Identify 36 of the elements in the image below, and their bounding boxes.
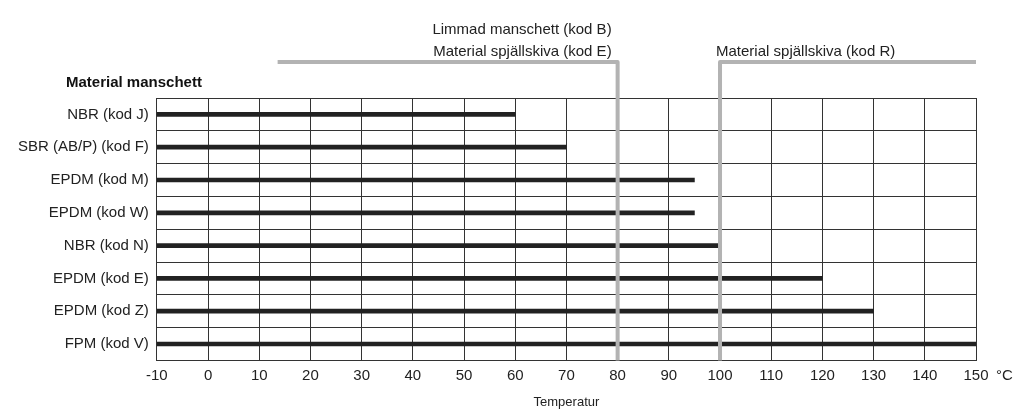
y-tick-label: EPDM (kod Z)	[53, 301, 149, 319]
ref-line-label: Limmad manschett (kod B) Material spjällskiva (kod E)	[432, 19, 612, 59]
x-tick-label: 30	[353, 365, 370, 383]
x-tick-label: 120	[809, 365, 835, 383]
x-tick-label: 60	[506, 365, 524, 383]
bar	[156, 144, 567, 150]
x-tick-label: 150	[963, 365, 989, 383]
x-tick-label: 0	[203, 365, 213, 383]
x-tick-label: 110	[759, 365, 784, 383]
bar	[156, 112, 516, 117]
y-tick-label: NBR (kod N)	[63, 235, 149, 253]
x-tick-label: -10	[146, 365, 168, 383]
bar	[156, 276, 823, 281]
x-tick-label: 100	[707, 365, 733, 383]
y-tick-label: EPDM (kod E)	[53, 268, 149, 286]
bar	[156, 243, 721, 248]
bar	[156, 308, 874, 314]
x-tick-label: 10	[250, 365, 268, 383]
y-tick-label: FPM (kod V)	[64, 334, 149, 352]
x-axis-title: Temperatur	[533, 393, 600, 409]
x-tick-label: 50	[455, 365, 473, 383]
bar	[156, 210, 695, 216]
ref-line-label: Material spjällskiva (kod R)	[716, 41, 896, 59]
x-tick-label: 70	[558, 365, 575, 383]
x-tick-label: 140	[912, 365, 938, 383]
y-axis-title: Material manschett	[66, 72, 202, 90]
y-tick-label: EPDM (kod W)	[48, 202, 149, 220]
x-tick-label: 40	[404, 365, 422, 383]
x-tick-label: 80	[609, 365, 626, 383]
x-tick-label: 20	[302, 365, 319, 383]
y-tick-label: NBR (kod J)	[67, 104, 149, 122]
x-tick-label: 130	[861, 365, 887, 383]
text: °C	[996, 366, 1013, 384]
y-tick-label: SBR (AB/P) (kod F)	[18, 137, 149, 155]
x-tick-label: 90	[660, 365, 678, 383]
y-tick-label: EPDM (kod M)	[50, 170, 149, 188]
